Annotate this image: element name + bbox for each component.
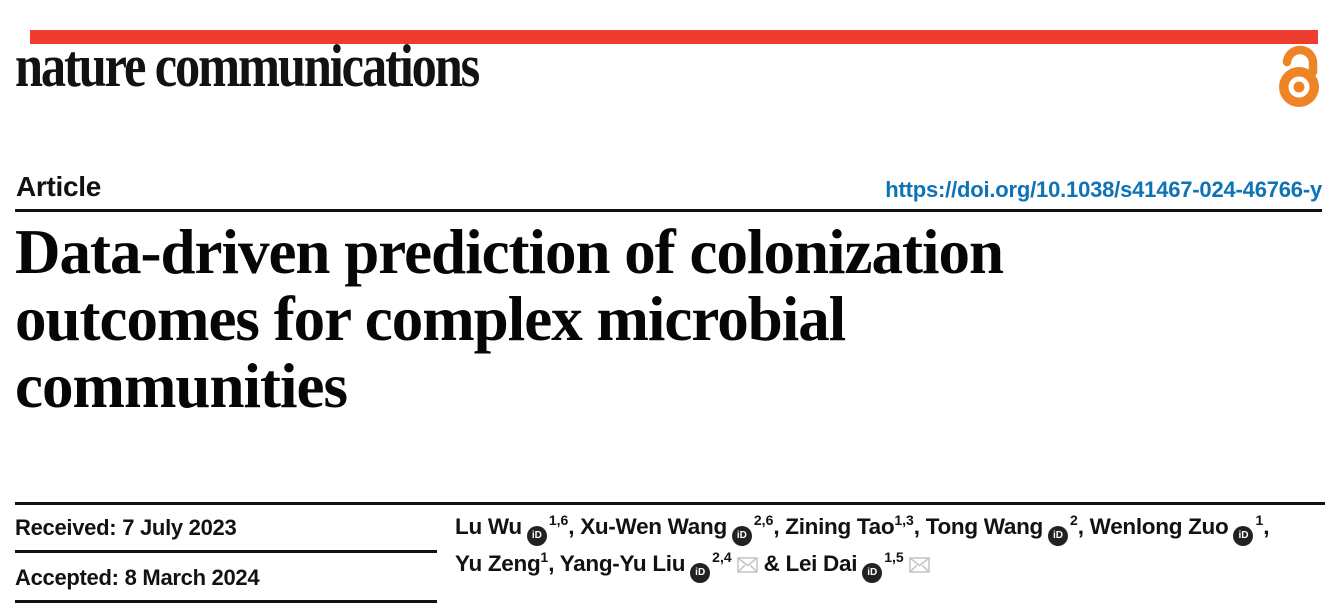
author: Yang-Yu Liu iD2,4: [559, 548, 758, 583]
author: Tong Wang iD2: [925, 511, 1078, 546]
author-name: Lu Wu: [455, 514, 522, 539]
email-envelope-icon[interactable]: [908, 548, 930, 583]
affiliation-superscript: 1: [1255, 511, 1264, 528]
affiliation-superscript: 2,6: [753, 511, 774, 528]
author-name: Zining Tao: [785, 514, 895, 539]
received-value: 7 July 2023: [122, 515, 237, 540]
accepted-label: Accepted:: [15, 565, 119, 590]
open-access-icon: [1277, 40, 1321, 113]
author: Yu Zeng1: [455, 548, 549, 577]
doi-link[interactable]: https://doi.org/10.1038/s41467-024-46766…: [885, 177, 1322, 202]
email-envelope-icon[interactable]: [736, 548, 758, 583]
author: Zining Tao1,3: [785, 511, 914, 540]
paper-title-line2: outcomes for complex microbial: [15, 284, 846, 354]
article-type-label: Article: [16, 171, 102, 202]
accepted-date: Accepted: 8 March 2024: [15, 565, 260, 591]
paper-title-line3: communities: [15, 351, 348, 421]
author-name: Yang-Yu Liu: [559, 551, 686, 576]
orcid-icon[interactable]: iD: [731, 526, 752, 546]
author-list: Lu Wu iD1,6, Xu-Wen Wang iD2,6, Zining Tao…: [455, 509, 1333, 583]
author: Wenlong Zuo iD1: [1089, 511, 1264, 546]
author-name: Xu-Wen Wang: [580, 514, 727, 539]
affiliation-superscript: 1,3: [894, 511, 914, 528]
orcid-icon[interactable]: iD: [690, 563, 711, 583]
dates-bottom-divider: [15, 600, 437, 603]
author-name: Tong Wang: [925, 514, 1044, 539]
dates-top-divider: [15, 502, 1325, 505]
dates-mid-divider: [15, 550, 437, 553]
author: Xu-Wen Wang iD2,6: [580, 511, 774, 546]
received-label: Received:: [15, 515, 117, 540]
header-divider: [15, 209, 1322, 212]
author: Lei Dai iD1,5: [785, 548, 930, 583]
brand-bar: [30, 30, 1318, 44]
affiliation-superscript: 2: [1069, 511, 1078, 528]
affiliation-superscript: 1,6: [548, 511, 569, 528]
journal-logo: nature communications: [15, 33, 480, 99]
affiliation-superscript: 1,5: [884, 548, 904, 565]
affiliation-superscript: 1: [540, 548, 549, 565]
author: Lu Wu iD1,6: [455, 511, 569, 546]
orcid-icon[interactable]: iD: [1047, 526, 1068, 546]
author-name: Lei Dai: [785, 551, 858, 576]
paper-title-line1: Data-driven prediction of colonization: [15, 217, 1004, 287]
author-name: Wenlong Zuo: [1089, 514, 1229, 539]
orcid-icon[interactable]: iD: [526, 526, 547, 546]
orcid-icon[interactable]: iD: [862, 563, 883, 583]
orcid-icon[interactable]: iD: [1233, 526, 1254, 546]
affiliation-superscript: 2,4: [712, 548, 732, 565]
accepted-value: 8 March 2024: [124, 565, 260, 590]
paper-title: Data-driven prediction of colonization o…: [15, 219, 1305, 420]
received-date: Received: 7 July 2023: [15, 515, 237, 541]
author-name: Yu Zeng: [455, 551, 541, 576]
